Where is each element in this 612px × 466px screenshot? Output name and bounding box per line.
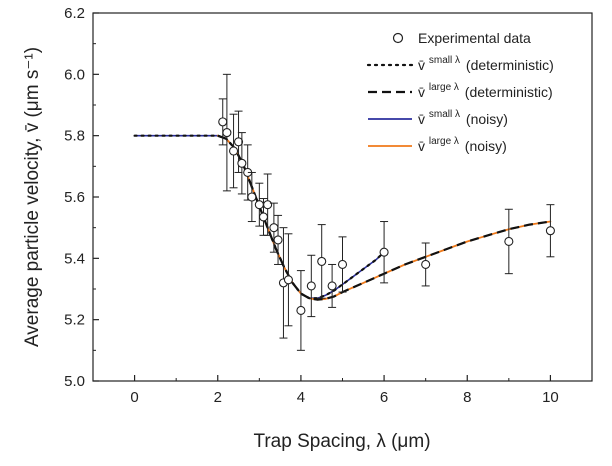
data-point: [306, 281, 316, 291]
data-point: [237, 158, 247, 168]
data-point: [229, 146, 239, 156]
y-tick-label: 6.2: [64, 5, 85, 22]
data-point: [218, 117, 228, 127]
y-tick-label: 5.2: [64, 312, 85, 329]
data-point: [263, 200, 273, 210]
data-point: [273, 235, 283, 245]
y-axis-title: Average particle velocity, v̄ (μm s⁻¹): [22, 47, 43, 347]
data-point: [254, 200, 264, 210]
y-tick-label: 5.0: [64, 373, 85, 390]
legend-base-large-noisy: v̄: [418, 138, 425, 154]
data-point: [337, 259, 348, 270]
legend-base-large-det: v̄: [418, 84, 425, 100]
data-point: [296, 305, 306, 316]
experimental-points: [218, 73, 555, 351]
legend-suffix-small-det: (deterministic): [466, 57, 554, 73]
x-tick-label: 2: [214, 389, 222, 406]
axis-ticks: 0 2 4 6 8 10 5.0 5.2 5.4 5.6 5.8 6.0 6.2: [64, 5, 593, 406]
x-tick-label: 6: [380, 389, 388, 406]
legend-base-small-noisy: v̄: [418, 111, 425, 127]
x-tick-label: 10: [542, 389, 559, 406]
legend-base-small-det: v̄: [418, 57, 425, 73]
data-point: [504, 236, 514, 247]
legend-label-large-noisy: v̄ large λ (noisy): [418, 131, 507, 154]
data-point: [233, 137, 244, 147]
x-tick-label: 8: [463, 389, 471, 406]
legend: Experimental data v̄ small λ (determinis…: [366, 30, 554, 154]
data-point: [421, 259, 431, 270]
data-point: [258, 212, 269, 222]
data-point: [222, 128, 232, 138]
series-layer: [133, 134, 552, 301]
legend-label-experimental: Experimental data: [418, 30, 531, 46]
legend-suffix-large-det: (deterministic): [465, 84, 553, 100]
x-tick-label: 0: [130, 389, 138, 406]
series-small-det: [133, 134, 386, 300]
y-tick-label: 6.0: [64, 66, 85, 83]
x-axis-title: Trap Spacing, λ (μm): [253, 431, 430, 452]
legend-sup-large-noisy: large λ: [429, 136, 459, 147]
y-tick-label: 5.8: [64, 128, 85, 145]
data-point: [545, 226, 555, 236]
data-point: [247, 192, 257, 202]
legend-marker-experimental: [392, 32, 404, 44]
x-tick-label: 4: [297, 389, 305, 406]
data-point: [379, 247, 389, 257]
y-tick-label: 5.4: [64, 250, 85, 267]
legend-sup-large-det: large λ: [429, 82, 459, 93]
series-large-det: [217, 134, 551, 301]
legend-suffix-small-noisy: (noisy): [466, 111, 508, 127]
data-point: [283, 275, 293, 285]
legend-label-small-det: v̄ small λ (deterministic): [418, 50, 554, 73]
data-point: [327, 281, 337, 291]
legend-label-large-det: v̄ large λ (deterministic): [418, 77, 553, 100]
data-point: [269, 223, 279, 233]
legend-sup-small-det: small λ: [429, 55, 460, 66]
legend-sup-small-noisy: small λ: [429, 109, 460, 120]
legend-suffix-large-noisy: (noisy): [465, 138, 507, 154]
legend-label-small-noisy: v̄ small λ (noisy): [418, 104, 508, 127]
y-tick-label: 5.6: [64, 189, 85, 206]
data-point: [317, 256, 327, 266]
